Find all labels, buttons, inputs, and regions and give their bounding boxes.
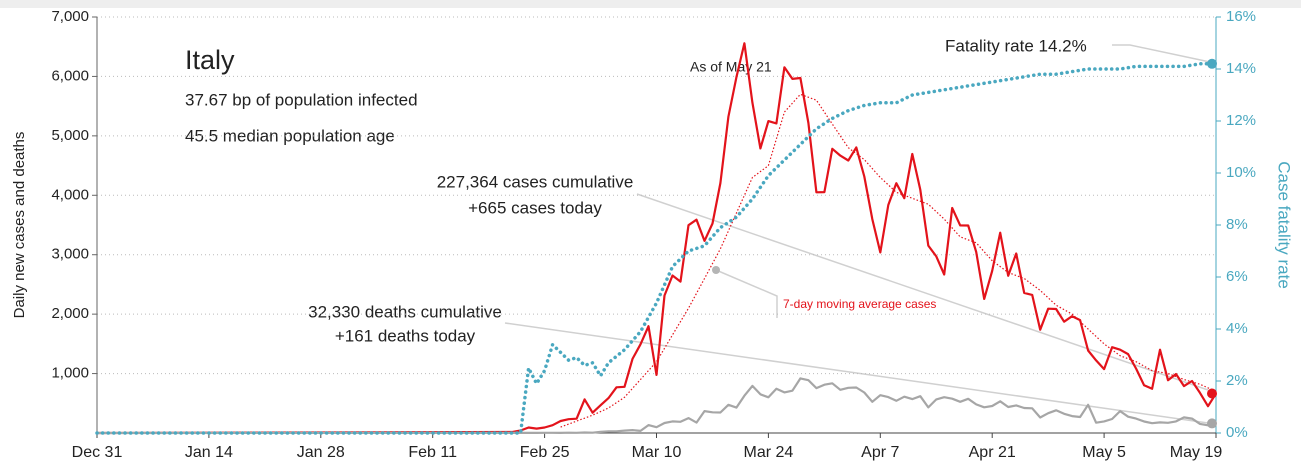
x-tick-label: Jan 28 (297, 444, 345, 461)
x-tick-label: Dec 31 (72, 444, 123, 461)
series-line (560, 93, 1217, 428)
annotation: 227,364 cases cumulative (437, 172, 634, 191)
leader-line (715, 269, 778, 318)
leader-line (1112, 44, 1211, 63)
y-tick-label: 6,000 (51, 67, 89, 84)
leader-lines (504, 44, 1211, 424)
y2-axis-label: Case fatality rate (1275, 161, 1294, 289)
y2-tick-label: 14% (1226, 60, 1256, 77)
x-tick-label: Mar 24 (744, 444, 794, 461)
y-tick-label: 4,000 (51, 186, 89, 203)
annotation: As of May 21 (690, 59, 772, 75)
y-tick-label: 5,000 (51, 127, 89, 144)
y-axis-label: Daily new cases and deaths (11, 132, 28, 319)
y-tick-label: 2,000 (51, 305, 89, 322)
x-tick-label: Apr 7 (861, 444, 899, 461)
x-tick-label: Mar 10 (632, 444, 682, 461)
y-tick-label: 3,000 (51, 246, 89, 263)
x-tick-label: Feb 25 (520, 444, 570, 461)
x-tick-label: May 19 (1170, 444, 1223, 461)
annotation-dot (712, 266, 720, 274)
series-line (96, 377, 1217, 435)
y2-tick-label: 8% (1226, 216, 1248, 233)
y2-tick-label: 2% (1226, 372, 1248, 389)
end-marker (1207, 58, 1217, 69)
annotation: Fatality rate 14.2% (945, 36, 1087, 55)
series-line (96, 42, 1217, 435)
x-tick-label: May 5 (1082, 444, 1126, 461)
leader-line (636, 193, 1209, 391)
y2-tick-label: 6% (1226, 268, 1248, 285)
country-title: Italy (185, 45, 235, 75)
series-label: 7-day moving average cases (783, 297, 936, 311)
y2-tick-label: 12% (1226, 112, 1256, 129)
y-tick-label: 7,000 (51, 8, 89, 25)
annotation: 37.67 bp of population infected (185, 90, 418, 109)
y-tick-label: 1,000 (51, 365, 89, 382)
series-line (95, 62, 1218, 435)
y2-tick-label: 10% (1226, 164, 1256, 181)
y2-tick-label: 16% (1226, 8, 1256, 25)
annotation: 32,330 deaths cumulative (308, 302, 502, 321)
top-band (0, 0, 1301, 8)
x-tick-label: Feb 11 (408, 444, 457, 461)
leader-line (504, 322, 1209, 424)
end-marker (1207, 418, 1217, 429)
y2-tick-label: 4% (1226, 320, 1248, 337)
annotation: +161 deaths today (335, 326, 476, 345)
x-tick-label: Apr 21 (969, 444, 1016, 461)
x-tick-label: Jan 14 (185, 444, 233, 461)
annotation: +665 cases today (468, 198, 602, 217)
y2-tick-label: 0% (1226, 424, 1248, 441)
